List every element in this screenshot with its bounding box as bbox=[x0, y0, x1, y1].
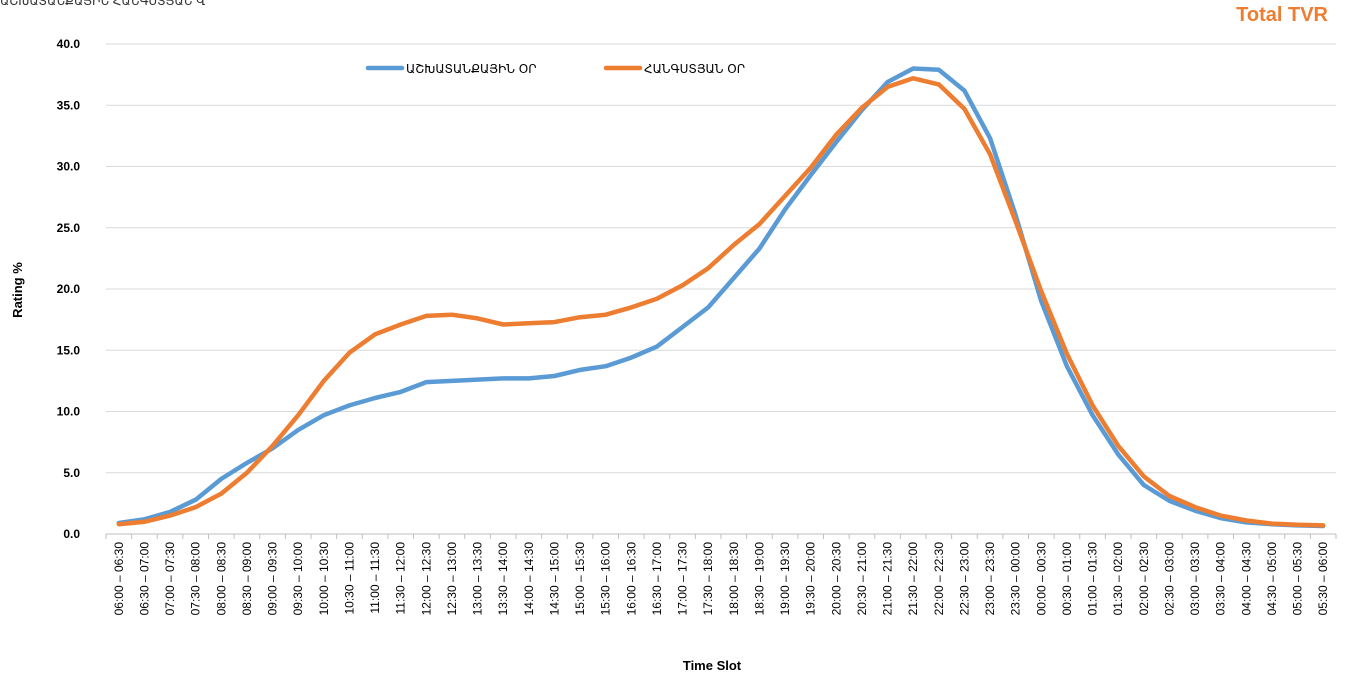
x-tick-label: 20:30 – 21:00 bbox=[855, 542, 869, 616]
gridlines bbox=[106, 43, 1336, 474]
x-tick-label: 19:30 – 20:00 bbox=[804, 542, 818, 616]
x-tick-label: 22:00 – 22:30 bbox=[932, 542, 946, 616]
legend-label-1: ԱՇԽԱՏԱՆՔԱՅԻՆ ՕՐ bbox=[406, 62, 537, 76]
x-tick-label: 09:30 – 10:00 bbox=[291, 542, 305, 616]
x-tick-label: 22:30 – 23:00 bbox=[957, 542, 971, 616]
x-tick-label: 08:00 – 08:30 bbox=[214, 542, 228, 616]
x-tick-label: 03:00 – 03:30 bbox=[1188, 542, 1202, 616]
legend-label-2: ՀԱՆԳՍՏՅԱՆ ՕՐ bbox=[644, 62, 745, 76]
axes: 0.0 5.0 10.0 15.0 20.0 25.0 30.0 35.0 40.0 06:00 … bbox=[57, 37, 1337, 616]
x-tick-label: 02:30 – 03:00 bbox=[1162, 542, 1176, 616]
x-tick-label: 12:30 – 13:00 bbox=[445, 542, 459, 616]
x-tick-label: 06:30 – 07:00 bbox=[137, 542, 151, 616]
x-tick-label: 19:00 – 19:30 bbox=[778, 542, 792, 616]
y-tick-label: 5.0 bbox=[63, 466, 80, 480]
x-tick-label: 05:00 – 05:30 bbox=[1291, 542, 1305, 616]
x-tick-label: 01:30 – 02:00 bbox=[1111, 542, 1125, 616]
x-tick-label: 00:00 – 00:30 bbox=[1034, 542, 1048, 616]
x-tick-label: 05:30 – 06:00 bbox=[1316, 542, 1330, 616]
y-tick-label: 10.0 bbox=[57, 405, 81, 419]
x-tick-label: 14:00 – 14:30 bbox=[522, 542, 536, 616]
x-tick-label: 04:30 – 05:00 bbox=[1265, 542, 1279, 616]
x-tick-label: 18:00 – 18:30 bbox=[727, 542, 741, 616]
y-tick-label: 25.0 bbox=[57, 221, 81, 235]
x-tick-label: 10:30 – 11:00 bbox=[342, 542, 356, 615]
x-tick-label: 13:00 – 13:30 bbox=[471, 542, 485, 616]
x-tick-label: 15:30 – 16:00 bbox=[599, 542, 613, 616]
x-tick-label: 12:00 – 12:30 bbox=[419, 542, 433, 616]
y-tick-label: 40.0 bbox=[57, 37, 81, 51]
x-tick-label: 10:00 – 10:30 bbox=[317, 542, 331, 616]
x-tick-label: 20:00 – 20:30 bbox=[829, 542, 843, 616]
x-tick-label: 23:00 – 23:30 bbox=[983, 542, 997, 616]
y-tick-label: 15.0 bbox=[57, 343, 81, 357]
series-line-1 bbox=[116, 66, 1326, 529]
x-tick-label: 14:30 – 15:00 bbox=[547, 542, 561, 616]
x-tick-label: 23:30 – 00:00 bbox=[1009, 542, 1023, 616]
y-tick-label: 30.0 bbox=[57, 160, 81, 174]
x-tick-label: 16:00 – 16:30 bbox=[624, 542, 638, 616]
y-tick-label: 0.0 bbox=[63, 527, 80, 541]
x-axis-label: Time Slot bbox=[683, 658, 742, 673]
x-tick-label: 03:30 – 04:00 bbox=[1214, 542, 1228, 616]
x-tick-label: 09:00 – 09:30 bbox=[266, 542, 280, 616]
x-tick-label: 17:30 – 18:00 bbox=[701, 542, 715, 616]
x-tick-label: 07:00 – 07:30 bbox=[163, 542, 177, 616]
x-tick-label: 04:00 – 04:30 bbox=[1239, 542, 1253, 616]
x-tick-label: 15:00 – 15:30 bbox=[573, 542, 587, 616]
x-tick-label: 11:30 – 12:00 bbox=[394, 542, 408, 615]
x-tick-label: 00:30 – 01:00 bbox=[1060, 542, 1074, 616]
x-tick-label: 17:00 – 17:30 bbox=[676, 542, 690, 616]
x-tick-label: 18:30 – 19:00 bbox=[752, 542, 766, 616]
top-left-caption: ԱՇԽԱՏԱՆՔԱՅԻՆ ՀԱՆԳՍՏՅԱՆ Վ bbox=[0, 0, 206, 8]
x-tick-label: 02:00 – 02:30 bbox=[1137, 542, 1151, 616]
x-tick-label: 01:00 – 01:30 bbox=[1086, 542, 1100, 616]
y-tick-label: 20.0 bbox=[57, 282, 81, 296]
x-tick-label: 21:00 – 21:30 bbox=[881, 542, 895, 616]
legend: ԱՇԽԱՏԱՆՔԱՅԻՆ ՕՐ ՀԱՆԳՍՏՅԱՆ ՕՐ bbox=[365, 62, 745, 76]
y-axis-label: Rating % bbox=[10, 262, 25, 318]
x-tick-label: 06:00 – 06:30 bbox=[112, 542, 126, 616]
x-tick-label: 16:30 – 17:00 bbox=[650, 542, 664, 616]
x-tick-label: 07:30 – 08:00 bbox=[189, 542, 203, 616]
x-tick-label: 08:30 – 09:00 bbox=[240, 542, 254, 616]
x-tick-label: 11:00 – 11:30 bbox=[368, 542, 382, 614]
x-tick-label: 21:30 – 22:00 bbox=[906, 542, 920, 616]
chart-title: Total TVR bbox=[1236, 4, 1328, 26]
series-line-2 bbox=[116, 76, 1326, 528]
series-lines bbox=[116, 66, 1326, 529]
x-tick-label: 13:30 – 14:00 bbox=[496, 542, 510, 616]
y-tick-label: 35.0 bbox=[57, 98, 81, 112]
